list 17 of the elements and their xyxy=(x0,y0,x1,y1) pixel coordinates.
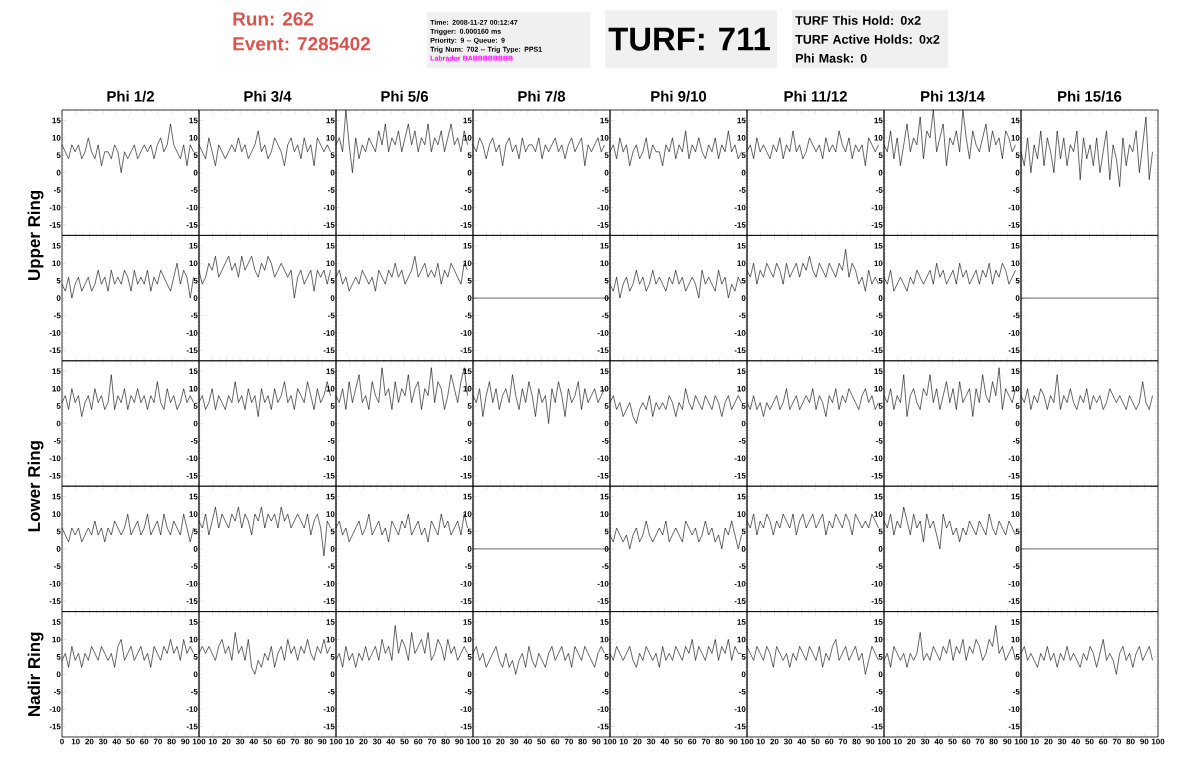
chart-title: Phi 5/6 xyxy=(381,90,429,102)
text: Event: 7285402 xyxy=(233,37,370,51)
y-axis-title: Upper Ring xyxy=(27,190,44,281)
chart-title: Phi 13/14 xyxy=(921,90,985,102)
text: Run: 262 xyxy=(233,12,314,26)
chart-title: Phi 1/2 xyxy=(107,90,154,102)
chart-title: Phi 7/8 xyxy=(518,90,566,102)
text: TURF Active Holds: 0x2 xyxy=(795,34,940,44)
chart-title: Phi 11/12 xyxy=(784,90,847,102)
chart-title: Phi 15/16 xyxy=(1058,90,1122,102)
y-axis-title: Nadir Ring xyxy=(27,632,44,716)
chart-title: Phi 3/4 xyxy=(244,90,292,102)
chart-title: Phi 9/10 xyxy=(651,90,707,102)
y-axis-title: Lower Ring xyxy=(27,441,44,532)
text: TURF: 711 xyxy=(608,27,770,51)
text: TURF This Hold: 0x2 xyxy=(795,15,921,25)
text: Phi Mask: 0 xyxy=(796,53,867,63)
